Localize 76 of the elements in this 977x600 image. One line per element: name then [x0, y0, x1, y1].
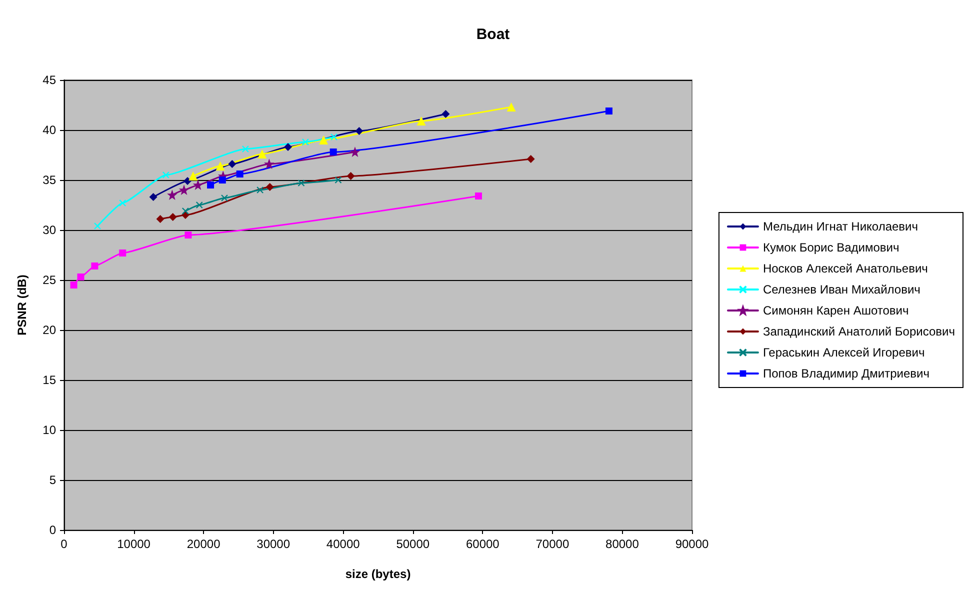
point: [216, 162, 225, 170]
y-tick-label: 20: [42, 323, 56, 337]
y-tick-label: 25: [42, 273, 56, 287]
point: [207, 182, 214, 188]
point: [194, 180, 202, 190]
point: [258, 150, 267, 158]
point: [355, 127, 364, 135]
y-tick-label: 10: [42, 423, 56, 437]
y-tick-label: 30: [42, 223, 56, 237]
point: [302, 138, 310, 146]
point: [149, 193, 158, 201]
point: [162, 171, 170, 179]
legend-label: Селезнев Иван Михайлович: [762, 282, 920, 296]
point: [119, 250, 126, 256]
x-tick-label: 80000: [606, 537, 640, 551]
y-tick-label: 40: [42, 123, 56, 137]
point: [182, 207, 190, 215]
point: [474, 192, 482, 200]
point: [350, 148, 360, 156]
legend-label: Гераськин Алексей Игоревич: [762, 346, 925, 360]
point: [330, 133, 338, 141]
y-tick-label: 5: [49, 473, 56, 487]
point: [242, 145, 250, 153]
point: [265, 160, 274, 168]
point: [284, 143, 292, 151]
x-tick-label: 30000: [256, 537, 290, 551]
point: [70, 282, 78, 288]
point: [184, 177, 192, 185]
legend-label: Кумок Борис Вадимович: [762, 240, 900, 254]
point: [77, 274, 84, 280]
point: [266, 183, 274, 191]
x-tick-label: 50000: [396, 537, 430, 551]
point: [196, 201, 203, 209]
point: [605, 108, 612, 114]
point: [526, 155, 535, 163]
x-tick-label: 20000: [186, 537, 221, 551]
point: [168, 213, 177, 221]
legend-label: Мельдин Игнат Николаевич: [762, 220, 918, 234]
point: [330, 148, 337, 156]
point: [346, 172, 355, 180]
legend-label: Попов Владимир Дмитриевич: [762, 366, 930, 380]
point: [218, 176, 226, 184]
point: [220, 194, 228, 202]
y-tick-label: 45: [42, 73, 56, 87]
legend-label: Симонян Карен Ашотович: [762, 304, 909, 318]
x-tick-label: 40000: [326, 537, 360, 551]
y-tick-label: 15: [42, 373, 56, 387]
point: [228, 160, 236, 168]
x-tick-label: 60000: [466, 537, 500, 551]
legend-label: Западинский Анатолий Борисович: [762, 324, 956, 338]
point: [168, 190, 176, 200]
chart-title: Boat: [476, 26, 510, 43]
x-tick-label: 0: [60, 537, 68, 551]
x-tick-label: 10000: [117, 537, 151, 551]
point: [256, 186, 264, 194]
point: [188, 172, 198, 180]
y-tick-label: 0: [49, 523, 56, 537]
y-tick-label: 35: [42, 173, 56, 187]
point: [184, 232, 192, 238]
point: [91, 262, 98, 270]
point: [442, 110, 450, 118]
point: [506, 102, 516, 112]
y-axis-title: PSNR (dB): [15, 274, 29, 336]
point: [319, 136, 328, 144]
point: [298, 179, 305, 187]
x-axis-title: size (bytes): [345, 567, 411, 581]
legend-label: Носков Алексей Анатольевич: [762, 262, 928, 276]
point: [416, 116, 426, 126]
point: [119, 199, 126, 207]
x-tick-label: 90000: [675, 537, 710, 551]
point: [94, 222, 102, 230]
x-tick-label: 70000: [536, 537, 570, 551]
point: [156, 215, 164, 223]
point: [236, 170, 244, 178]
point: [334, 176, 342, 184]
point: [180, 186, 188, 194]
